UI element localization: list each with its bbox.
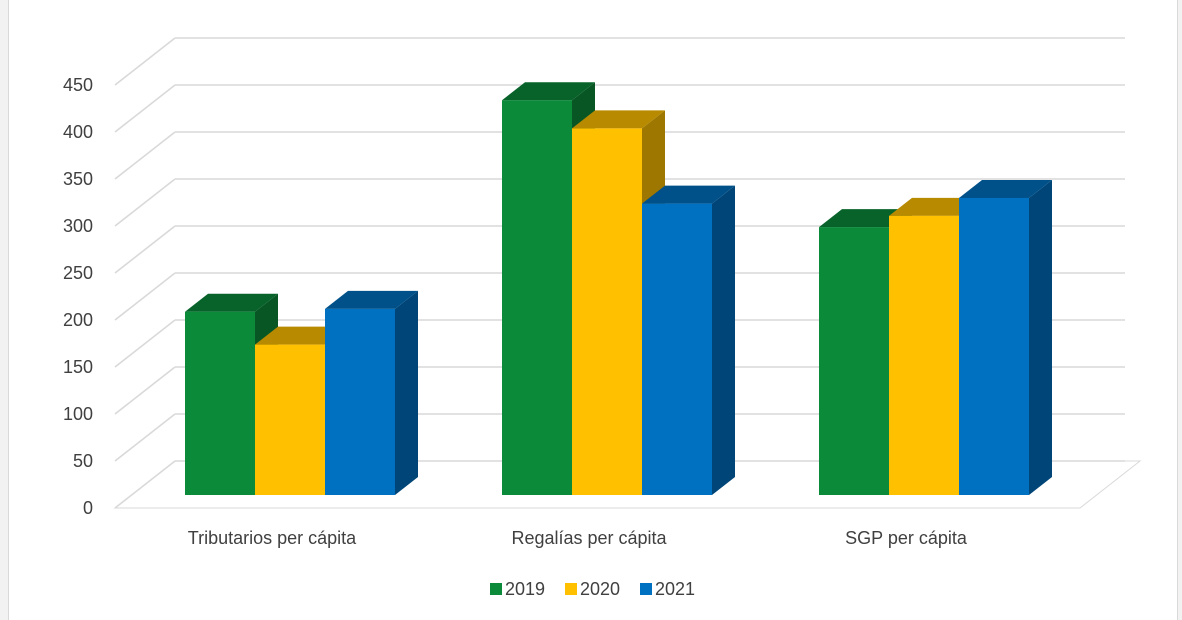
bar-front-face: [325, 308, 395, 495]
bar-top-face: [185, 293, 278, 312]
y-tick-label: 350: [63, 169, 93, 189]
bar-top-face: [325, 290, 418, 309]
y-tick-label: 100: [63, 404, 93, 424]
gridline-side: [114, 84, 176, 133]
legend-label: 2020: [580, 579, 620, 599]
bar-top-face: [255, 326, 348, 345]
bar-front-face: [959, 197, 1029, 495]
gridline-side: [114, 131, 176, 180]
bar-side-face: [712, 185, 735, 495]
bar-side-face: [1029, 179, 1052, 495]
legend-item: 2021: [640, 579, 695, 599]
y-tick-label: 0: [83, 498, 93, 518]
x-axis-categories: Tributarios per cápita Regalías per cápit…: [188, 528, 968, 548]
bar-front-face: [185, 311, 255, 495]
gridline-side: [114, 413, 176, 462]
y-tick-label: 300: [63, 216, 93, 236]
legend-swatch: [490, 583, 502, 595]
gridline-side: [114, 460, 176, 509]
gridline-side: [114, 178, 176, 227]
gridline-side: [114, 319, 176, 368]
gridline-side: [114, 366, 176, 415]
bar-top-face: [642, 185, 735, 204]
bar-side-face: [395, 290, 418, 495]
y-axis-ticks: 0 50 100 150 200 250 300 350 400 450: [63, 75, 93, 518]
y-tick-label: 200: [63, 310, 93, 330]
bar-top-face: [572, 110, 665, 129]
gridline-side: [114, 225, 176, 274]
legend-label: 2021: [655, 579, 695, 599]
legend-item: 2020: [565, 579, 620, 599]
x-category-label: Regalías per cápita: [511, 528, 667, 548]
bar: [325, 290, 418, 495]
bar-front-face: [572, 128, 642, 495]
legend-label: 2019: [505, 579, 545, 599]
bar-top-face: [959, 179, 1052, 198]
legend-swatch: [565, 583, 577, 595]
bar-front-face: [889, 215, 959, 495]
y-tick-label: 250: [63, 263, 93, 283]
bar-front-face: [642, 203, 712, 495]
bar-top-face: [889, 197, 982, 216]
bar-front-face: [819, 227, 889, 495]
bar: [642, 185, 735, 495]
legend-item: 2019: [490, 579, 545, 599]
bar-front-face: [502, 100, 572, 495]
gridline-side: [114, 37, 176, 86]
bar-top-face: [502, 82, 595, 101]
y-tick-label: 50: [73, 451, 93, 471]
y-tick-label: 400: [63, 122, 93, 142]
legend: 2019 2020 2021: [490, 579, 695, 599]
bar-top-face: [819, 209, 912, 228]
y-tick-label: 450: [63, 75, 93, 95]
x-category-label: SGP per cápita: [845, 528, 968, 548]
legend-swatch: [640, 583, 652, 595]
bars: [185, 82, 1052, 496]
x-category-label: Tributarios per cápita: [188, 528, 357, 548]
bar: [959, 179, 1052, 495]
bar-front-face: [255, 344, 325, 495]
gridline-side: [114, 272, 176, 321]
y-tick-label: 150: [63, 357, 93, 377]
